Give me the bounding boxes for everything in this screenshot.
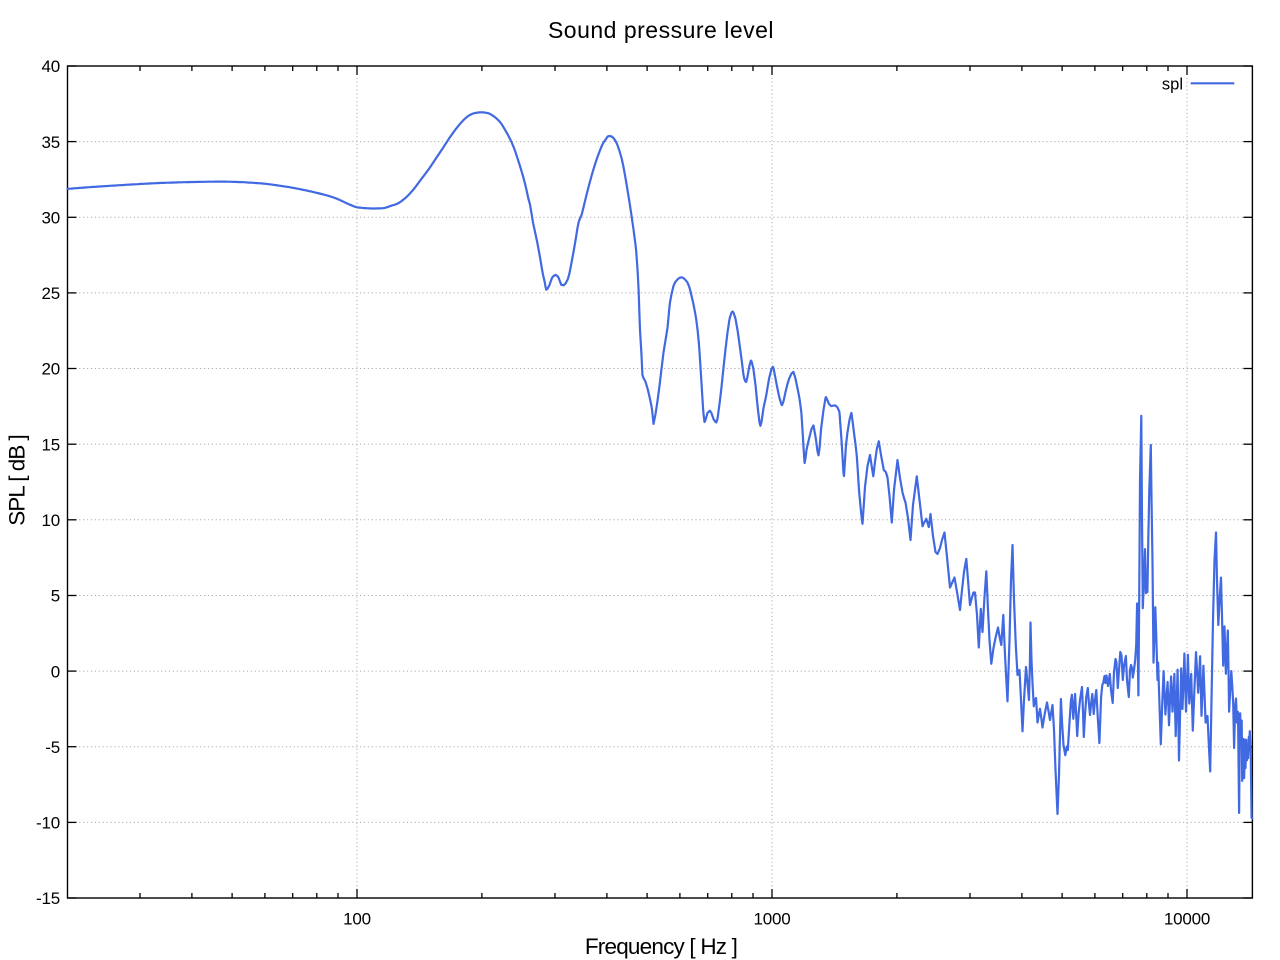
svg-text:20: 20 — [41, 360, 60, 379]
svg-text:-5: -5 — [45, 738, 60, 757]
svg-text:100: 100 — [343, 910, 371, 929]
svg-text:SPL [ dB ]: SPL [ dB ] — [5, 435, 30, 525]
svg-text:Sound pressure level: Sound pressure level — [548, 17, 774, 43]
svg-text:-10: -10 — [36, 814, 60, 833]
svg-text:40: 40 — [41, 57, 60, 76]
svg-text:5: 5 — [51, 587, 60, 606]
svg-text:Frequency [ Hz ]: Frequency [ Hz ] — [585, 934, 737, 959]
svg-text:spl: spl — [1162, 76, 1183, 94]
svg-text:15: 15 — [41, 435, 60, 454]
svg-text:35: 35 — [41, 133, 60, 152]
svg-text:0: 0 — [51, 662, 60, 681]
svg-text:10000: 10000 — [1164, 910, 1210, 929]
svg-text:-15: -15 — [36, 889, 60, 908]
svg-text:25: 25 — [41, 284, 60, 303]
svg-text:1000: 1000 — [753, 910, 790, 929]
svg-text:10: 10 — [41, 511, 60, 530]
svg-text:30: 30 — [41, 209, 60, 228]
